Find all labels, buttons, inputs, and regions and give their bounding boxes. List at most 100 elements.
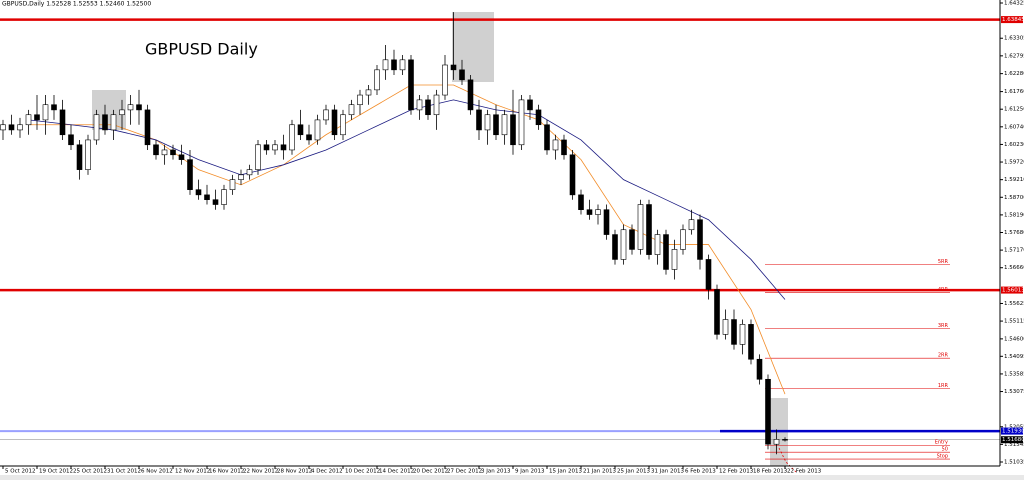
candle-body: [187, 159, 193, 190]
candle-body: [272, 144, 278, 151]
y-tick-label: 1.59720: [1004, 160, 1024, 166]
level-label: 3RR: [938, 323, 949, 329]
y-tick-label: 1.56660: [1004, 265, 1024, 271]
y-tick-label: 1.55115: [1004, 319, 1024, 325]
candle-body: [442, 64, 448, 96]
x-tick-label: 9 Jan 2013: [515, 469, 545, 475]
level-label: Entry: [935, 440, 948, 446]
y-tick-label: 1.57170: [1004, 248, 1024, 254]
candle-body: [782, 439, 788, 441]
y-tick-label: 1.54095: [1004, 354, 1024, 360]
x-tick-label: 16 Nov 2012: [209, 469, 244, 475]
x-tick-label: 10 Dec 2012: [345, 469, 380, 475]
candle-body: [561, 139, 567, 156]
price-label: 1.56013: [1002, 288, 1024, 294]
candle-body: [433, 94, 440, 116]
candle-body: [340, 114, 346, 136]
y-tick-label: 1.62795: [1004, 53, 1024, 59]
x-tick-label: 6 Nov 2012: [141, 469, 173, 475]
y-tick-label: 1.51545: [1004, 442, 1024, 448]
y-tick-label: 1.61760: [1004, 89, 1024, 95]
candle-body: [646, 204, 652, 255]
candle-body: [518, 99, 525, 146]
candle-body: [408, 59, 414, 111]
candle-body: [527, 99, 533, 111]
x-tick-label: 4 Dec 2012: [311, 469, 343, 475]
candle-body: [68, 134, 74, 146]
candle-body: [17, 124, 23, 131]
x-tick-label: 3 Jan 2013: [481, 469, 511, 475]
y-tick-label: 1.54600: [1004, 336, 1024, 342]
y-tick-label: 1.53585: [1004, 371, 1024, 377]
candle-body: [212, 199, 219, 205]
candle-body: [654, 234, 661, 255]
candle-body: [102, 114, 108, 131]
level-label: 50: [942, 447, 948, 453]
candle-body: [323, 109, 329, 121]
candle-body: [144, 109, 151, 146]
price-label: 1.63845: [1002, 17, 1024, 23]
candle-body: [680, 229, 686, 250]
price-label-box: [1001, 427, 1023, 435]
y-tick-label: 1.61250: [1004, 107, 1024, 113]
candle-body: [552, 139, 559, 151]
x-tick-label: 22 Nov 2012: [243, 469, 278, 475]
candle-body: [731, 319, 737, 345]
x-tick-label: 25 Oct 2012: [73, 469, 107, 475]
candle-body: [42, 104, 49, 121]
y-tick-label: 1.63305: [1004, 36, 1024, 42]
candle-body: [382, 59, 389, 71]
y-tick-label: 1.57680: [1004, 230, 1024, 236]
y-tick-label: 1.64325: [1004, 1, 1024, 7]
candle-body: [25, 114, 32, 126]
price-label-box: [1001, 286, 1023, 294]
y-tick-label: 1.58190: [1004, 212, 1024, 218]
candle-body: [391, 59, 397, 71]
candle-body: [255, 144, 261, 170]
x-tick-label: 15 Jan 2013: [549, 469, 582, 475]
status-strip: [0, 475, 1024, 480]
x-tick-label: 6 Feb 2013: [685, 469, 716, 475]
price-label: 1.51930: [1002, 429, 1024, 435]
candle-body: [178, 154, 185, 160]
x-tick-label: 14 Dec 2012: [379, 469, 414, 475]
y-tick-label: 1.55625: [1004, 301, 1024, 307]
candle-body: [348, 104, 355, 116]
candle-body: [59, 109, 66, 136]
candle-body: [697, 219, 703, 260]
x-tick-label: 28 Nov 2012: [277, 469, 312, 475]
candle-body: [195, 189, 202, 196]
candle-body: [374, 69, 380, 91]
candle-body: [620, 229, 627, 260]
candle-body: [8, 124, 15, 131]
y-tick-label: 1.58700: [1004, 195, 1024, 201]
candle-body: [297, 124, 304, 136]
candle-body: [357, 94, 363, 106]
candle-body: [637, 204, 644, 250]
candle-body: [484, 114, 491, 131]
candle-body: [603, 209, 610, 235]
candle-body: [110, 114, 117, 131]
y-tick-label: 1.60230: [1004, 142, 1024, 148]
candle-body: [773, 439, 780, 445]
level-label: 1RR: [938, 383, 949, 389]
x-tick-label: 27 Dec 2012: [447, 469, 482, 475]
candle-body: [76, 144, 83, 170]
x-tick-label: 20 Dec 2012: [413, 469, 448, 475]
candle-body: [722, 319, 729, 335]
header: GBPUSD,Daily 1.52528 1.52553 1.52460 1.5…: [2, 1, 151, 8]
candle-body: [263, 144, 270, 151]
y-tick-label: 1.59210: [1004, 177, 1024, 183]
x-tick-label: 18 Feb 2013: [753, 469, 788, 475]
candle-body: [365, 89, 372, 96]
candle-body: [586, 209, 593, 215]
x-tick-label: 5 Oct 2012: [5, 469, 36, 475]
candle-body: [501, 114, 508, 136]
x-tick-label: 25 Jan 2013: [617, 469, 650, 475]
candle-body: [221, 189, 227, 205]
y-tick-label: 1.53075: [1004, 389, 1024, 395]
